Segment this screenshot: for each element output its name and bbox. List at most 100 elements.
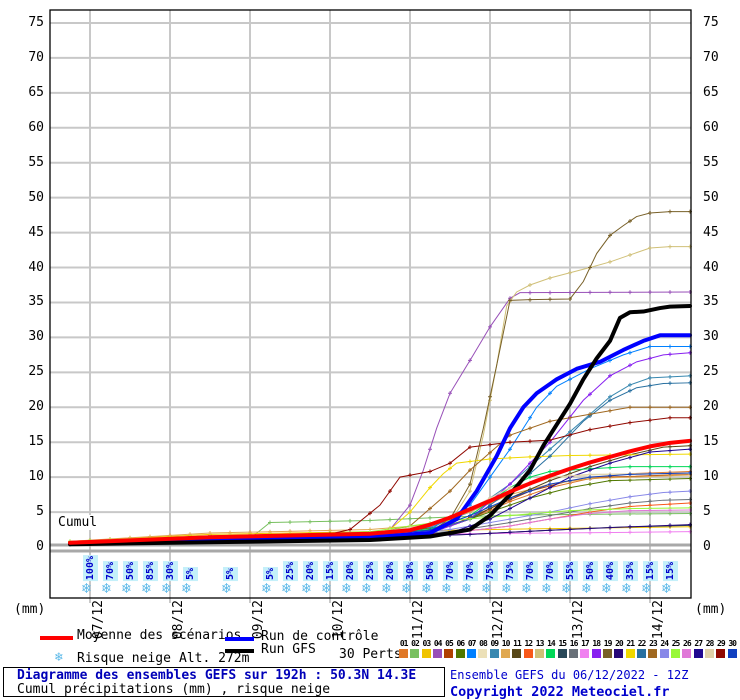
pert-color-swatch: [557, 649, 567, 658]
y-tick-label-right: 20: [703, 399, 719, 415]
pert-color-swatch: [671, 649, 681, 658]
snow-pct-label: 75%: [503, 560, 518, 581]
snowflake-icon: ❄: [82, 579, 92, 597]
gfs-line-swatch: [225, 649, 254, 653]
snowflake-icon: ❄: [222, 579, 232, 597]
pert-key-cell: 12: [523, 639, 534, 658]
snowflake-icon: ❄: [402, 579, 412, 597]
x-tick-label: 11/12: [411, 600, 426, 640]
pert-number: 23: [649, 639, 658, 648]
y-tick-label-left: 40: [28, 259, 44, 275]
snow-pct-label: 70%: [543, 560, 558, 581]
gfs-legend-label: Run GFS: [261, 642, 316, 657]
pert-key-cell: 20: [613, 639, 624, 658]
snowflake-icon: ❄: [542, 579, 552, 597]
pert-number: 03: [422, 639, 432, 648]
mean-line-swatch: [40, 636, 73, 640]
snowflake-icon: ❄: [582, 579, 592, 597]
pert-number: 25: [671, 639, 681, 648]
y-tick-label-left: 75: [28, 14, 44, 30]
pert-color-swatch: [399, 649, 409, 658]
pert-number: 16: [569, 639, 579, 648]
snow-pct-label: 85%: [143, 560, 158, 581]
pert-number: 01: [399, 639, 409, 648]
pert-key-cell: 15: [557, 639, 568, 658]
y-tick-label-right: 65: [703, 84, 719, 100]
unit-label-left: (mm): [14, 602, 46, 617]
y-tick-label-right: 10: [703, 469, 719, 485]
mean-legend-label: Moyenne des scénarios: [77, 628, 242, 643]
pert-color-swatch: [546, 649, 556, 658]
snowflake-icon: ❄: [182, 579, 192, 597]
pert-number: 15: [558, 639, 567, 648]
pert-number: 17: [581, 639, 590, 648]
y-tick-label-left: 0: [36, 539, 44, 554]
y-tick-label-left: 5: [36, 504, 44, 520]
snow-pct-label: 30%: [403, 560, 418, 581]
y-tick-label-right: 50: [703, 189, 719, 205]
pert-key-cell: 09: [489, 639, 500, 658]
snow-pct-label: 50%: [123, 560, 138, 581]
snowflake-icon: ❄: [362, 579, 372, 597]
zero-line: [50, 543, 691, 547]
pert-key-cell: 24: [659, 639, 670, 658]
pert-key-cell: 13: [534, 639, 545, 658]
pert-key-cell: 08: [477, 639, 488, 658]
y-tick-label-right: 25: [703, 364, 719, 380]
pert-color-swatch: [716, 649, 726, 658]
pert-number: 26: [683, 639, 692, 648]
snow-risk-legend-label: Risque neige: [77, 651, 171, 666]
snow-pct-label: 70%: [443, 560, 458, 581]
pert-color-swatch: [444, 649, 454, 658]
snowflake-icon: ❄: [162, 579, 172, 597]
unit-label-right: (mm): [695, 602, 727, 617]
snow-pct-label: 100%: [83, 554, 98, 581]
pert-key-cell: 25: [670, 639, 681, 658]
altitude-label: Alt. 272m: [179, 651, 250, 666]
snowflake-icon: ❄: [142, 579, 152, 597]
snowflake-icon: ❄: [122, 579, 132, 597]
member-markers-22: [68, 380, 692, 546]
pert-number: 13: [535, 639, 545, 648]
pert-number: 04: [433, 639, 443, 648]
pert-color-swatch: [455, 649, 465, 658]
y-tick-label-left: 15: [28, 434, 44, 450]
pert-number: 06: [456, 639, 465, 648]
pert-key-cell: 06: [455, 639, 466, 658]
y-tick-label-left: 65: [28, 84, 44, 100]
snow-pct-label: 25%: [283, 560, 298, 581]
snow-pct-label: 75%: [483, 560, 498, 581]
y-tick-label-right: 30: [703, 329, 719, 345]
pert-number: 21: [626, 639, 635, 648]
y-tick-label-left: 60: [28, 119, 44, 135]
snowflake-icon: ❄: [302, 579, 312, 597]
pert-key-cell: 01: [398, 639, 409, 658]
control-line-swatch: [225, 637, 254, 641]
y-tick-label-left: 20: [28, 399, 44, 415]
y-tick-label-left: 30: [28, 329, 44, 345]
x-tick-label: 12/12: [491, 600, 506, 640]
snowflake-icon: ❄: [562, 579, 572, 597]
snowflake-icon: ❄: [662, 579, 672, 597]
snowflake-icon: ❄: [282, 579, 292, 597]
y-tick-label-left: 55: [28, 154, 44, 170]
pert-number: 11: [513, 639, 522, 648]
snowflake-icon: ❄: [422, 579, 432, 597]
snowflake-icon: ❄: [342, 579, 352, 597]
y-tick-label-left: 10: [28, 469, 44, 485]
snowflake-icon: ❄: [502, 579, 512, 597]
pert-color-swatch: [693, 649, 703, 658]
snow-pct-label: 70%: [463, 560, 478, 581]
y-tick-label-right: 40: [703, 259, 719, 275]
y-tick-label-right: 60: [703, 119, 719, 135]
y-tick-label-left: 25: [28, 364, 44, 380]
pert-key-cell: 11: [511, 639, 522, 658]
snowflake-icon: ❄: [522, 579, 532, 597]
pert-key-cell: 17: [579, 639, 590, 658]
y-tick-label-right: 0: [703, 539, 711, 554]
pert-key-cell: 19: [602, 639, 613, 658]
member-line-13: [69, 246, 690, 545]
pert-color-swatch: [591, 649, 601, 658]
snowflake-icon: ❄: [462, 579, 472, 597]
